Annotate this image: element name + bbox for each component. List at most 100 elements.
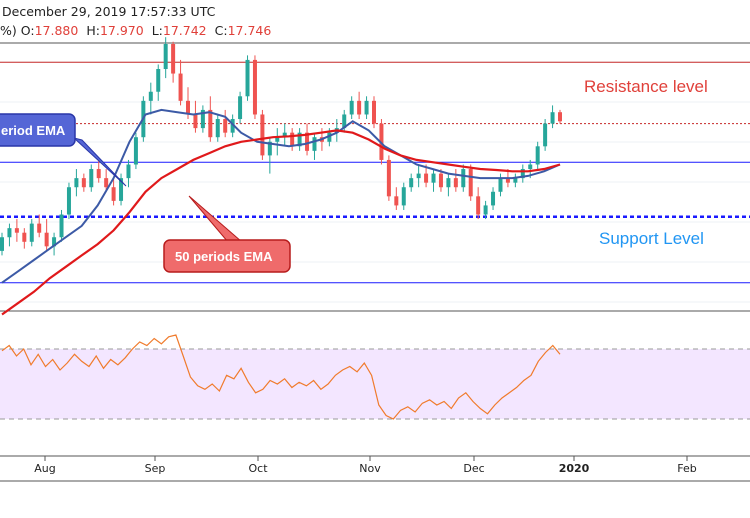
candle-body bbox=[252, 59, 257, 115]
fast-ema-line bbox=[1, 108, 561, 284]
candle-body bbox=[215, 119, 220, 138]
low-value: 17.742 bbox=[162, 23, 207, 38]
candle-body bbox=[7, 228, 12, 238]
x-tick-label: Oct bbox=[248, 462, 268, 475]
open-value: 17.880 bbox=[34, 23, 79, 38]
x-tick-label: Dec bbox=[463, 462, 484, 475]
candle-body bbox=[401, 187, 406, 206]
candle-body bbox=[267, 141, 272, 156]
candle-body bbox=[104, 178, 109, 188]
candle-body bbox=[386, 159, 391, 197]
candle-body bbox=[431, 173, 436, 183]
x-tick-label: Aug bbox=[34, 462, 55, 475]
fast-ema-callout-box bbox=[0, 113, 76, 147]
candle-body bbox=[14, 228, 19, 233]
candle-body bbox=[133, 137, 138, 165]
x-tick-label: Sep bbox=[145, 462, 166, 475]
resistance-label: Resistance level bbox=[584, 77, 708, 96]
slow-ema-callout-text: 50 periods EMA bbox=[175, 249, 273, 264]
high-label: H: bbox=[86, 23, 100, 38]
candle-body bbox=[200, 109, 205, 129]
close-value: 17.746 bbox=[227, 23, 272, 38]
slow-ema-callout-box bbox=[163, 239, 291, 273]
candle-body bbox=[96, 169, 101, 179]
candle-body bbox=[535, 146, 540, 165]
candle-body bbox=[59, 214, 64, 238]
candle-body bbox=[178, 73, 183, 101]
timestamp: December 29, 2019 17:57:33 UTC bbox=[2, 4, 216, 19]
open-label: O: bbox=[20, 23, 35, 38]
high-value: 17.970 bbox=[99, 23, 144, 38]
candle-body bbox=[468, 169, 473, 197]
candle-body bbox=[409, 178, 414, 188]
candle-body bbox=[453, 178, 458, 188]
candle-body bbox=[208, 109, 213, 138]
chart-header: December 29, 2019 17:57:33 UTC %) O:17.8… bbox=[0, 0, 750, 44]
ohlc-readout: %) O:17.880 H:17.970 L:17.742 C:17.746 bbox=[0, 23, 275, 38]
slow-ema-line bbox=[1, 129, 561, 316]
candle-body bbox=[171, 44, 176, 74]
candle-body bbox=[513, 178, 518, 183]
candle-body bbox=[74, 178, 79, 188]
candle-body bbox=[446, 178, 451, 188]
candle-body bbox=[22, 232, 27, 242]
low-label: L: bbox=[151, 23, 163, 38]
candle-body bbox=[126, 164, 131, 179]
x-tick-label: 2020 bbox=[559, 462, 590, 475]
candle-body bbox=[505, 178, 510, 183]
candle-body bbox=[357, 100, 362, 115]
close-label: C: bbox=[214, 23, 228, 38]
candle-body bbox=[461, 169, 466, 188]
candle-body bbox=[528, 164, 533, 170]
candle-body bbox=[349, 100, 354, 115]
candle-body bbox=[111, 187, 116, 201]
rsi-line bbox=[1, 334, 561, 420]
candle-body bbox=[230, 119, 235, 133]
candle-body bbox=[372, 100, 376, 124]
fast-ema-callout-text: eriod EMA bbox=[1, 123, 66, 138]
candle-body bbox=[193, 114, 198, 129]
candle-body bbox=[305, 132, 310, 151]
candle-body bbox=[491, 191, 496, 206]
candle-body bbox=[282, 132, 287, 138]
candle-body bbox=[483, 205, 488, 215]
candle-body bbox=[245, 59, 250, 97]
candle-body bbox=[476, 196, 481, 215]
candle-body bbox=[223, 119, 228, 133]
candle-body bbox=[29, 223, 34, 242]
x-tick-label: Nov bbox=[359, 462, 381, 475]
candle-body bbox=[394, 196, 399, 206]
candle-body bbox=[275, 137, 280, 142]
candle-body bbox=[186, 100, 190, 115]
candle-body bbox=[543, 123, 548, 147]
fast-ema-callout-pointer bbox=[73, 137, 127, 187]
candle-body bbox=[52, 237, 57, 247]
slow-ema-callout-pointer bbox=[188, 195, 244, 243]
ohlc-prefix: %) bbox=[0, 23, 17, 38]
support-label: Support Level bbox=[599, 229, 704, 248]
candle-body bbox=[550, 112, 555, 124]
candle-body bbox=[0, 237, 4, 251]
candle-body bbox=[66, 187, 71, 215]
candle-body bbox=[119, 178, 124, 201]
candle-body bbox=[163, 44, 168, 70]
candle-body bbox=[297, 132, 302, 147]
candle-body bbox=[260, 114, 265, 156]
candle-body bbox=[558, 112, 562, 122]
candle-body bbox=[342, 114, 347, 129]
candle-body bbox=[37, 223, 42, 233]
candle-body bbox=[520, 169, 525, 179]
candle-body bbox=[290, 132, 295, 147]
candle-body bbox=[416, 173, 421, 179]
candle-body bbox=[438, 173, 443, 188]
candle-body bbox=[424, 173, 429, 183]
candle-body bbox=[44, 232, 49, 247]
candle-body bbox=[498, 178, 503, 192]
x-tick-label: Feb bbox=[677, 462, 696, 475]
candle-body bbox=[81, 178, 86, 188]
rsi-band bbox=[0, 349, 750, 419]
candle-body bbox=[89, 169, 94, 188]
candle-body bbox=[148, 91, 153, 101]
candle-body bbox=[312, 137, 317, 151]
